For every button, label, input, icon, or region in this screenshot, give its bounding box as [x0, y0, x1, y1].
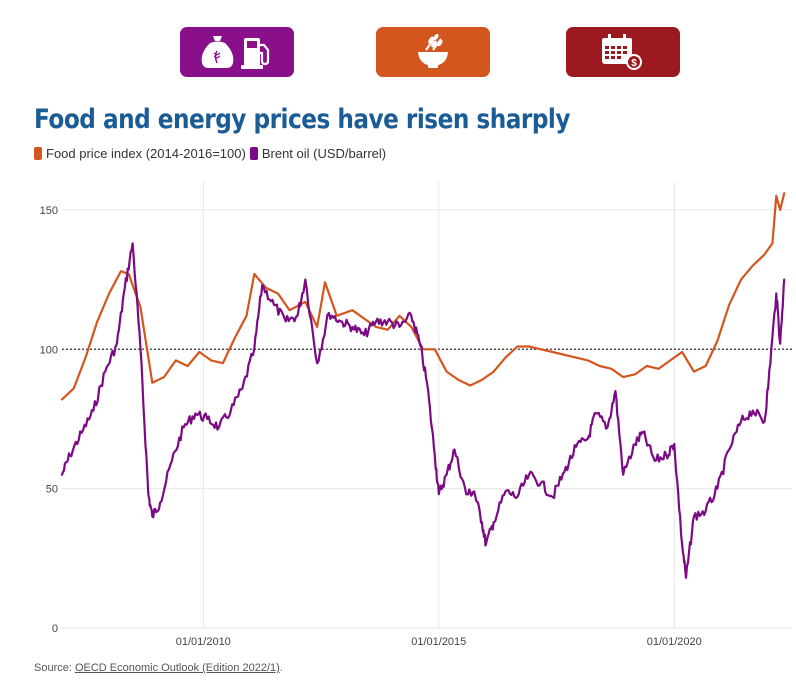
calendar-icon-tile: $ [566, 27, 680, 77]
x-tick-label-0: 01/01/2010 [176, 636, 231, 648]
grain-icon-tile [376, 27, 490, 77]
food-energy-icon-tile [180, 27, 294, 77]
x-tick-label-1: 01/01/2015 [411, 636, 466, 648]
chart-title: Food and energy prices have risen sharpl… [34, 104, 571, 135]
x-tick-label-2: 01/01/2020 [647, 636, 702, 648]
grain-bowl-icon [418, 33, 448, 68]
source-prefix: Source: [34, 662, 75, 674]
y-tick-label-100: 100 [40, 344, 58, 356]
legend-item-oil[interactable]: Brent oil (USD/barrel) [249, 146, 387, 161]
calendar-dollar-icon: $ [602, 34, 642, 70]
line-chart: 0 50 100 150 01/01/2010 01/01/2015 01/01/2020 [40, 182, 792, 648]
legend-label-food: Food price index (2014-2016=100) [46, 146, 246, 161]
legend-swatch-oil [249, 147, 258, 160]
series-line-brent-oil[interactable] [60, 242, 786, 579]
source-note: Source: OECD Economic Outlook (Edition 2… [34, 662, 283, 674]
source-suffix: . [279, 662, 283, 674]
y-tick-label-50: 50 [46, 484, 58, 496]
legend: Food price index (2014-2016=100) Brent o… [34, 146, 390, 161]
source-link[interactable]: OECD Economic Outlook (Edition 2022/1) [74, 662, 280, 674]
axis-labels: 0 50 100 150 01/01/2010 01/01/2015 01/01/2020 [40, 205, 702, 648]
y-tick-label-150: 150 [40, 205, 58, 217]
food-sack-icon [201, 36, 234, 68]
fuel-pump-icon [241, 38, 270, 69]
chart-grid [62, 182, 792, 629]
legend-label-oil: Brent oil (USD/barrel) [261, 146, 387, 161]
y-tick-label-0: 0 [52, 623, 58, 635]
series-line-food-price-index[interactable] [60, 192, 786, 401]
legend-item-food[interactable]: Food price index (2014-2016=100) [34, 146, 246, 161]
svg-text:$: $ [631, 58, 637, 69]
series-layer [60, 192, 786, 579]
legend-swatch-food [34, 147, 42, 160]
